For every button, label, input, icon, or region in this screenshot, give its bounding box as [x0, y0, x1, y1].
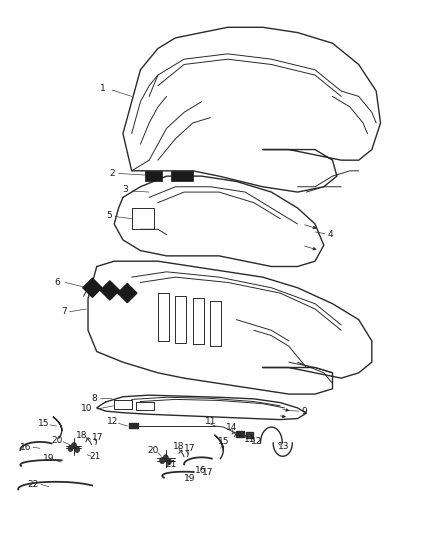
Polygon shape — [145, 171, 162, 181]
Text: 18: 18 — [76, 431, 87, 440]
Text: 21: 21 — [165, 461, 177, 469]
Text: 15: 15 — [218, 438, 229, 447]
Text: 17: 17 — [92, 433, 103, 442]
Circle shape — [68, 445, 73, 451]
Text: 18: 18 — [173, 442, 184, 451]
Text: 14: 14 — [226, 423, 238, 432]
Circle shape — [74, 446, 80, 453]
Text: 7: 7 — [61, 307, 67, 316]
Text: 6: 6 — [55, 278, 60, 287]
Text: 3: 3 — [122, 185, 128, 194]
Polygon shape — [100, 281, 120, 300]
Polygon shape — [83, 278, 102, 297]
Text: 12: 12 — [251, 438, 263, 447]
Text: 20: 20 — [52, 436, 63, 445]
Text: 11: 11 — [244, 435, 255, 444]
Text: 10: 10 — [81, 405, 93, 414]
Polygon shape — [171, 171, 193, 181]
Text: 12: 12 — [107, 417, 118, 426]
Text: 20: 20 — [147, 447, 158, 456]
Text: 11: 11 — [205, 417, 216, 426]
Polygon shape — [118, 284, 137, 303]
Circle shape — [71, 442, 77, 449]
Text: 4: 4 — [328, 230, 333, 239]
Text: 16: 16 — [20, 443, 32, 452]
Circle shape — [159, 457, 165, 464]
Text: 13: 13 — [278, 442, 290, 451]
Text: 19: 19 — [184, 474, 195, 482]
Text: 1: 1 — [100, 84, 106, 93]
Text: 15: 15 — [38, 419, 49, 428]
Text: 22: 22 — [28, 480, 39, 489]
Text: 5: 5 — [106, 212, 112, 221]
Text: 2: 2 — [109, 169, 115, 178]
Polygon shape — [246, 432, 253, 438]
Text: 17: 17 — [202, 468, 213, 477]
Circle shape — [166, 458, 171, 465]
Text: 19: 19 — [43, 455, 54, 463]
Text: 9: 9 — [301, 407, 307, 416]
Polygon shape — [237, 431, 244, 437]
Text: 21: 21 — [89, 452, 100, 461]
Text: 16: 16 — [195, 466, 206, 475]
Text: 17: 17 — [184, 445, 195, 454]
Polygon shape — [130, 423, 138, 428]
Text: 8: 8 — [92, 394, 97, 403]
Circle shape — [163, 455, 168, 461]
